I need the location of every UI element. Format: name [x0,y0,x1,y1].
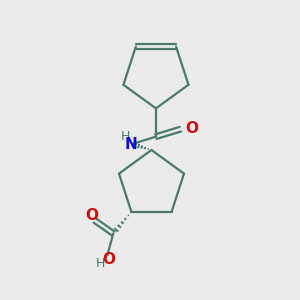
Text: O: O [85,208,98,223]
Text: O: O [185,121,198,136]
Text: H: H [121,130,130,143]
Text: O: O [102,252,115,267]
Text: N: N [125,136,138,152]
Text: H: H [96,257,106,270]
